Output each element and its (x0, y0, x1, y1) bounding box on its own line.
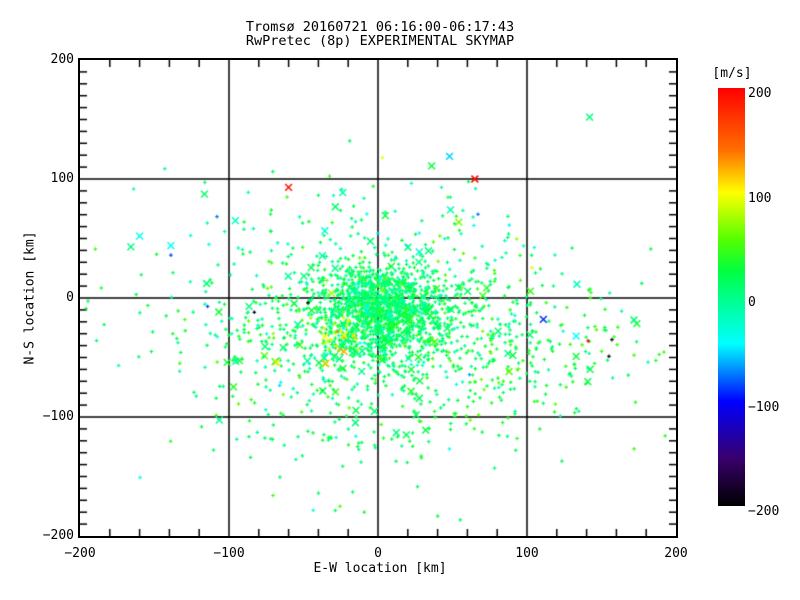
colorbar-gradient (718, 88, 745, 506)
colorbar-tick-label: −100 (748, 399, 780, 415)
plot-frame (78, 58, 678, 538)
y-tick-label: 0 (66, 290, 74, 305)
x-tick-label: 200 (664, 546, 688, 561)
plot-title-block: Tromsø 20160721 06:16:00-06:17:43 RwPret… (0, 20, 760, 48)
x-tick-label: −100 (213, 546, 245, 561)
y-tick-label: 100 (50, 171, 74, 186)
colorbar-tick-label: 200 (748, 86, 772, 101)
y-tick-label: −200 (42, 528, 74, 543)
plot-title-line-2: RwPretec (8p) EXPERIMENTAL SKYMAP (245, 33, 515, 49)
x-tick-label: 0 (374, 546, 382, 561)
colorbar-tick-label: −200 (748, 504, 780, 519)
colorbar-tick-label: 0 (748, 295, 756, 310)
colorbar-tick-label: 100 (748, 190, 772, 206)
y-tick-label: −100 (42, 409, 74, 424)
plot-title-line-1: Tromsø 20160721 06:16:00-06:17:43 (245, 19, 515, 35)
colorbar-unit-label: [m/s] (712, 66, 752, 81)
x-axis-label: E-W location [km] (313, 561, 447, 576)
x-tick-label: 100 (515, 546, 539, 561)
y-tick-label: 200 (50, 52, 74, 67)
x-tick-label: −200 (64, 546, 96, 561)
skymap-canvas (80, 60, 676, 536)
